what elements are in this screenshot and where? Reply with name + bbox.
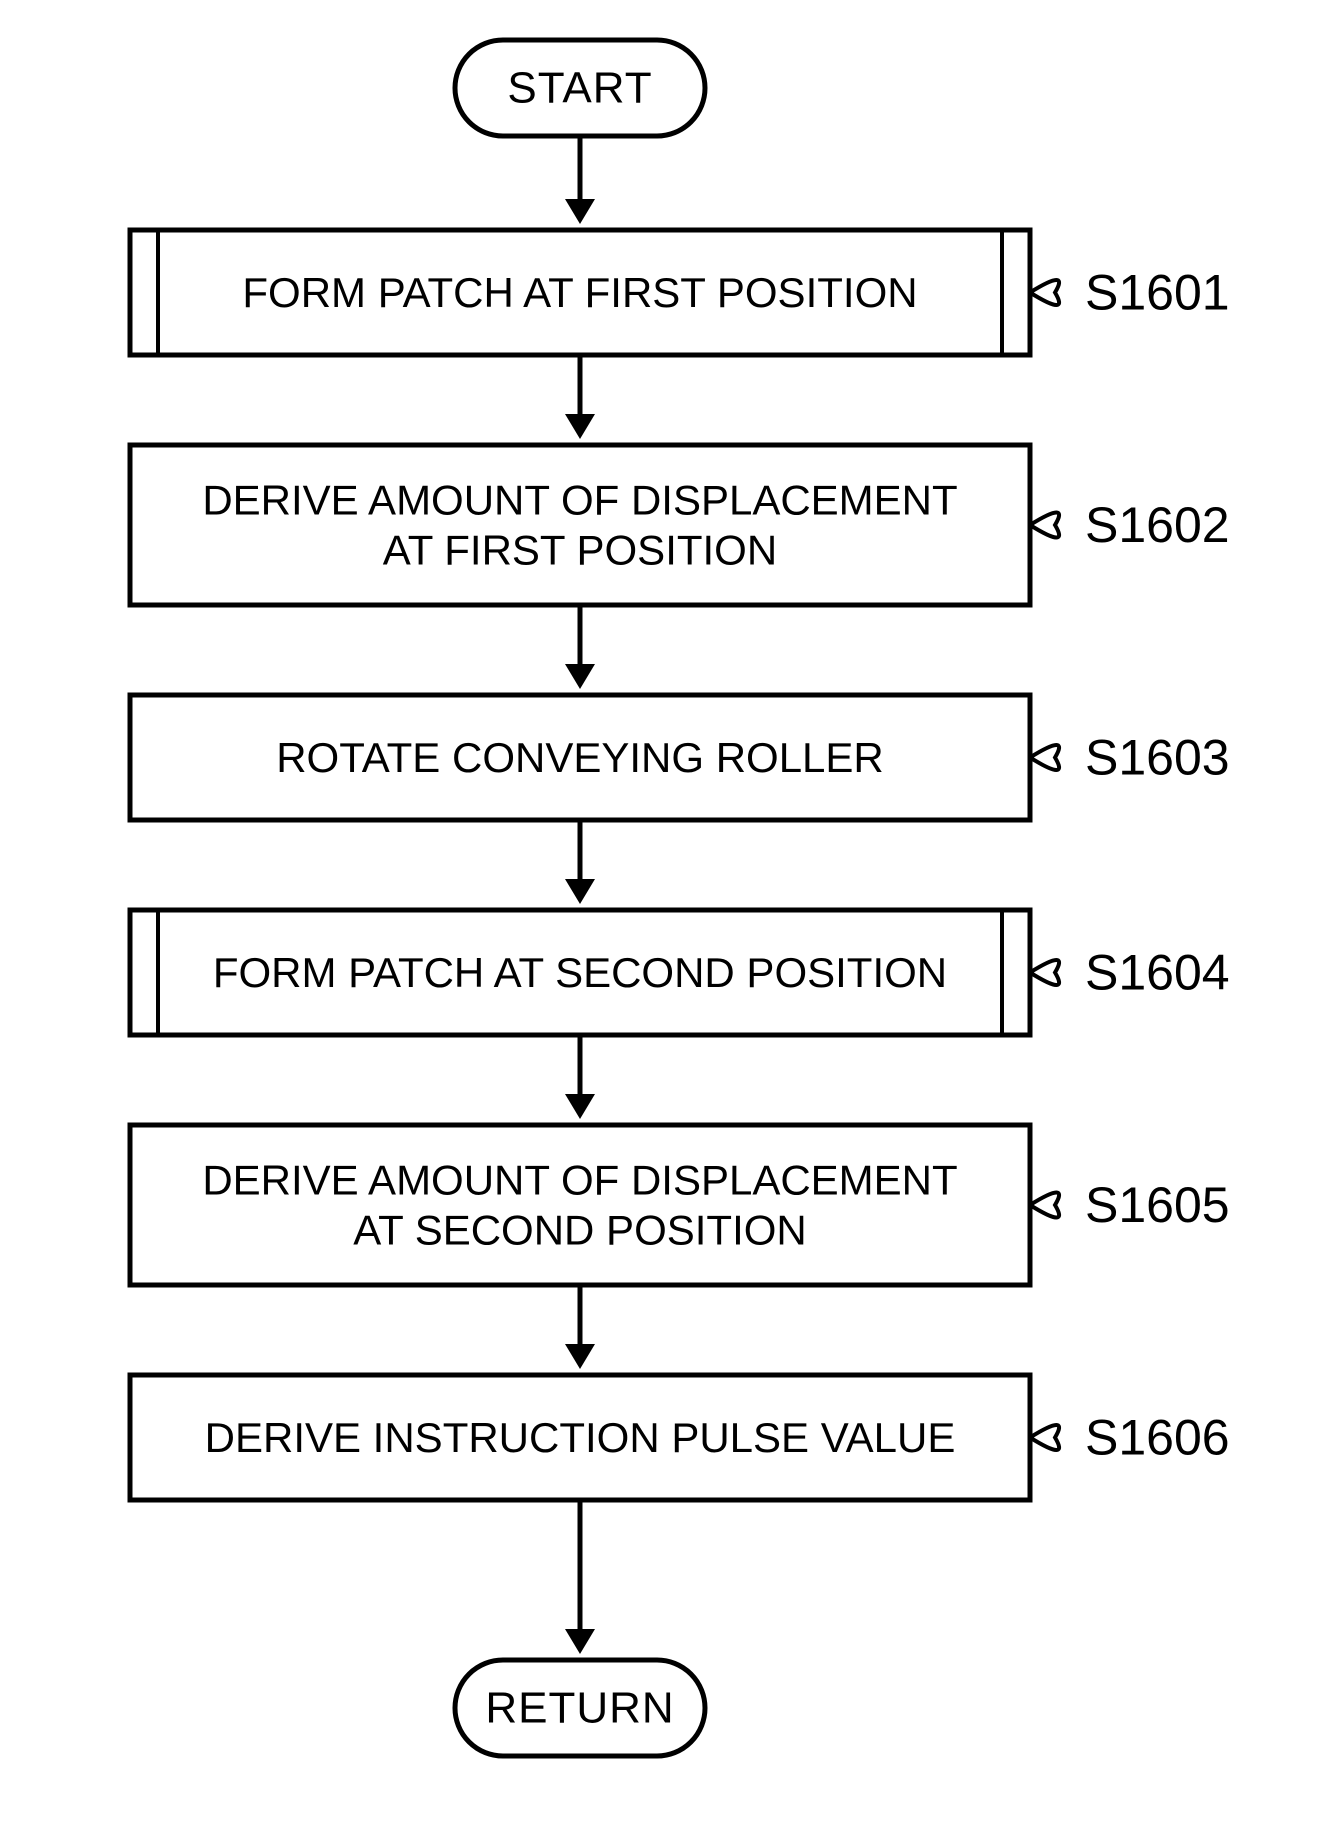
step-text-S1605-line0: DERIVE AMOUNT OF DISPLACEMENT [202, 1157, 957, 1204]
step-label-S1605: S1605 [1085, 1177, 1230, 1233]
step-text-S1605-line1: AT SECOND POSITION [353, 1206, 807, 1253]
step-text-S1601-line0: FORM PATCH AT FIRST POSITION [242, 269, 917, 316]
step-text-S1602-line1: AT FIRST POSITION [383, 526, 777, 573]
step-label-S1603: S1603 [1085, 730, 1230, 786]
step-label-S1606: S1606 [1085, 1410, 1230, 1466]
step-label-S1601: S1601 [1085, 265, 1230, 321]
step-text-S1602-line0: DERIVE AMOUNT OF DISPLACEMENT [202, 477, 957, 524]
step-text-S1606-line0: DERIVE INSTRUCTION PULSE VALUE [205, 1414, 956, 1461]
flowchart-diagram: START RETURN FORM PATCH AT FIRST POSITION S… [0, 0, 1327, 1825]
step-text-S1603-line0: ROTATE CONVEYING ROLLER [276, 734, 884, 781]
step-label-S1604: S1604 [1085, 945, 1230, 1001]
start-terminal-label: START [507, 64, 652, 113]
end-terminal-label: RETURN [485, 1684, 674, 1733]
step-text-S1604-line0: FORM PATCH AT SECOND POSITION [213, 949, 947, 996]
step-label-S1602: S1602 [1085, 497, 1230, 553]
